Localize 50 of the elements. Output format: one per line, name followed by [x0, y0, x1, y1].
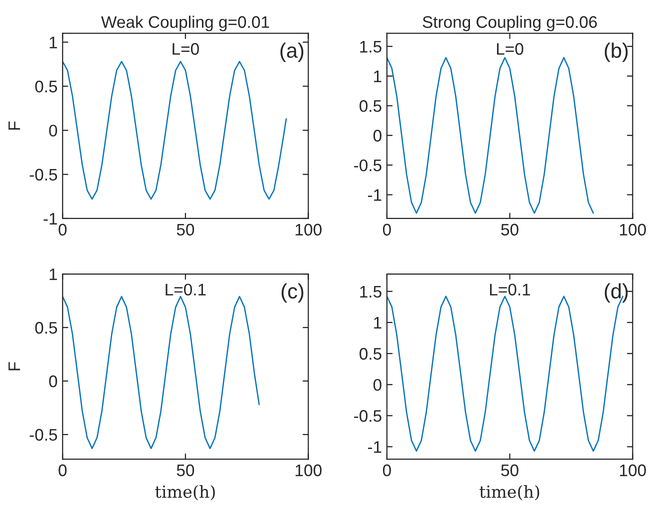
x-tick-label: 50: [176, 464, 194, 476]
chart-title: Strong Coupling g=0.06: [422, 16, 597, 32]
x-tick-label: 100: [296, 224, 322, 236]
x-axis-title: time(h): [155, 485, 215, 500]
x-tick-label: 100: [620, 224, 646, 236]
y-axis-title: F: [8, 362, 20, 370]
x-tick-label: 0: [58, 224, 67, 236]
y-tick-label: 0: [373, 378, 382, 391]
x-tick-label: 50: [501, 224, 518, 236]
annotation: (c): [282, 283, 304, 303]
y-tick-label: 0.5: [35, 80, 58, 92]
line-series: [62, 60, 287, 200]
x-axis-title: time(h): [480, 485, 540, 500]
y-tick-label: 0: [373, 130, 382, 142]
y-tick-label: 1: [50, 36, 57, 48]
y-tick-label: 1: [50, 268, 57, 280]
annotation: L=0: [497, 43, 524, 55]
y-tick-label: -0.5: [30, 168, 58, 181]
y-tick-label: 0.5: [35, 322, 58, 334]
y-tick-label: -0.5: [354, 159, 382, 172]
y-tick-label: 0.5: [360, 100, 382, 112]
y-tick-label: 0.5: [360, 348, 382, 360]
y-tick-label: -0.5: [354, 410, 382, 422]
y-tick-label: -0.5: [30, 428, 58, 441]
annotation: L=0: [172, 43, 199, 55]
x-tick-label: 50: [176, 224, 194, 236]
annotation: (a): [280, 42, 304, 62]
x-tick-label: 100: [620, 464, 646, 476]
chart-title: Weak Coupling g=0.01: [101, 16, 270, 32]
y-axis-title: F: [8, 121, 20, 130]
y-tick-label: 0: [49, 375, 58, 388]
x-tick-label: 50: [501, 464, 518, 476]
annotation: L=0.1: [166, 284, 206, 296]
y-tick-label: -1: [44, 213, 57, 225]
y-tick-label: -1: [368, 189, 382, 201]
y-tick-label: 1.5: [360, 286, 382, 298]
annotation: (b): [604, 42, 628, 62]
x-tick-label: 100: [296, 464, 322, 476]
annotation: L=0.1: [490, 284, 530, 296]
x-tick-label: 0: [382, 224, 391, 236]
x-tick-label: 0: [382, 464, 391, 476]
line-series: [62, 296, 260, 450]
x-tick-label: 0: [58, 464, 67, 476]
y-tick-label: 0: [49, 124, 58, 137]
annotation: (d): [604, 283, 628, 303]
y-tick-label: -1: [368, 441, 382, 453]
line-series: [386, 57, 594, 214]
y-tick-label: 1: [374, 317, 382, 329]
y-tick-label: 1: [374, 70, 382, 82]
y-tick-label: 1.5: [360, 40, 382, 53]
